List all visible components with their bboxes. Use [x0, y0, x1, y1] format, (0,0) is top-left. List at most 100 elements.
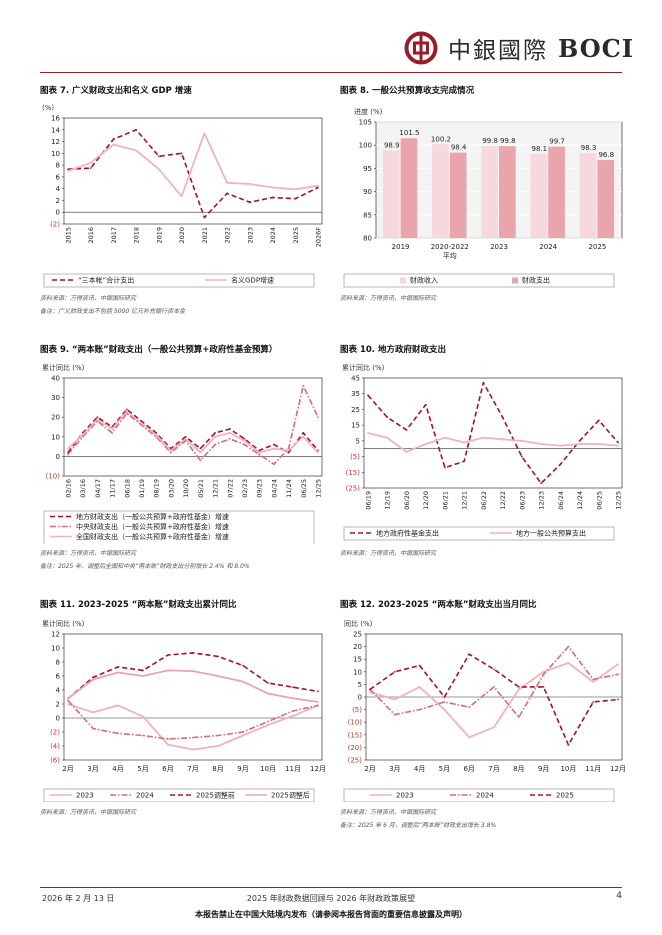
c8-legend-label: 财政支出: [522, 276, 550, 285]
c10-data-point: [463, 460, 466, 463]
c9-data-point: [67, 447, 69, 450]
c9-x-tick-label: 11/17: [109, 479, 117, 498]
c7-y-tick-label: 8: [56, 162, 60, 170]
c12-y-tick-label: 5: [358, 681, 362, 689]
c12-data-point: [567, 645, 570, 648]
c10-legend-label: 地方一般公共预算支出: [516, 529, 586, 538]
c9-data-point: [199, 451, 202, 454]
c10-data-point: [617, 441, 619, 444]
c11-data-point: [92, 727, 94, 730]
c7-data-point: [226, 181, 228, 184]
c10-y-tick-label: 5: [356, 437, 360, 445]
c9-x-tick-label: 06/25: [300, 479, 308, 498]
c10-data-point: [578, 443, 581, 445]
c7-y-tick-label: 14: [51, 126, 60, 134]
c11-data-point: [267, 720, 269, 723]
c9-data-point: [287, 451, 290, 454]
c11-data-point: [217, 745, 219, 747]
c8-legend-swatch: [400, 277, 406, 284]
c7-data-point: [89, 167, 92, 169]
c12-data-point: [393, 698, 396, 701]
c12-data-point: [493, 726, 495, 729]
c9-x-tick-label: 09/23: [256, 479, 264, 498]
c9-data-point: [155, 433, 158, 436]
c12-data-point: [617, 698, 619, 701]
c10-data-point: [559, 463, 562, 466]
c10-data-point: [367, 432, 369, 434]
c7-x-tick-label: 2021: [201, 227, 209, 244]
c11-data-point: [92, 711, 94, 714]
c9-unit-label: 累计同比 (%): [42, 363, 85, 372]
c9-x-tick-label: 04/24: [270, 479, 278, 498]
c8-y-tick-label: 95: [363, 165, 372, 173]
c10-x-tick-label: 06/19: [365, 491, 373, 510]
c10-series-line-1: [367, 432, 619, 453]
c7-data-point: [135, 149, 138, 152]
c11-data-point: [317, 690, 319, 693]
c7-x-tick-label: 2020: [178, 227, 186, 244]
c11-data-point: [192, 652, 194, 654]
c12-x-tick-label: 7月: [488, 765, 499, 773]
c12-x-tick-label: 6月: [463, 765, 474, 773]
c10-data-point: [367, 394, 369, 397]
c10-data-point: [501, 416, 504, 419]
c12-data-point: [369, 691, 371, 693]
c9-data-point: [302, 384, 305, 387]
c12-data-point: [542, 673, 545, 676]
c10-y-tick-label: (5): [350, 453, 360, 461]
c8-bar-1: [499, 146, 516, 238]
c10-x-tick-label: 06/22: [480, 491, 488, 510]
chart9-line-chart: 累计同比 (%) (10) 0 10 20 30 40 02/16 03/16 04/17 11/1…: [42, 363, 323, 544]
c9-x-tick-label: 01/19: [138, 479, 146, 498]
c10-data-point: [444, 436, 446, 439]
chart12-note: 备注：2025 年 6 月，调整后“两本账”财政支出增长 3.8%: [340, 822, 497, 829]
c11-data-point: [142, 675, 144, 677]
c7-data-point: [135, 128, 138, 131]
brand-header: 中銀國際 BOCI: [404, 30, 634, 66]
c9-data-point: [214, 443, 216, 446]
c7-unit-label: (%): [42, 104, 54, 112]
c9-data-point: [199, 459, 202, 462]
c11-x-tick-label: 8月: [212, 765, 223, 773]
c8-y-tick-label: 105: [359, 119, 372, 127]
c8-data-label: 100.2: [431, 135, 451, 143]
c9-legend-label: 全国财政支出（一般公共预算+政府性基金）增速: [76, 532, 229, 541]
c9-x-tick-label: 11/24: [285, 479, 293, 498]
c7-data-point: [158, 155, 160, 158]
header-divider: [40, 72, 622, 73]
c7-y-tick-label: 2: [56, 197, 60, 205]
c10-y-tick-label: (15): [346, 469, 361, 477]
c12-data-point: [567, 743, 570, 746]
c9-data-point: [170, 449, 172, 452]
c11-data-point: [292, 715, 294, 717]
c9-data-point: [184, 437, 187, 440]
c12-data-point: [542, 686, 545, 688]
c7-x-tick-label: 2019: [155, 227, 163, 244]
c8-y-tick-label: 80: [363, 235, 372, 243]
c11-data-point: [117, 666, 119, 668]
c10-x-tick-label: 12/23: [538, 491, 546, 510]
c12-y-tick-label: 10: [353, 668, 362, 676]
c9-data-point: [317, 416, 319, 419]
c12-x-tick-label: 8月: [513, 765, 524, 773]
c7-legend-label: “三本帐”合计支出: [78, 276, 134, 285]
c12-data-point: [418, 686, 421, 688]
c8-y-tick-label: 90: [363, 188, 372, 196]
c10-data-point: [501, 438, 504, 441]
c9-x-tick-label: 12/21: [212, 479, 220, 498]
c9-data-point: [199, 447, 202, 450]
c12-data-point: [443, 696, 446, 698]
chart7-source: 资料来源：万得资讯，中银国际研究: [40, 295, 137, 302]
c7-data-point: [67, 170, 69, 172]
c11-data-point: [217, 655, 219, 658]
c12-data-point: [393, 713, 396, 716]
c12-series-line-2: [369, 653, 619, 746]
chart10-line-chart: 累计同比 (%) (25) (15) (5) 5 15 25 35 45 06/19 12/19 06…: [342, 363, 623, 541]
c9-data-point: [125, 410, 128, 413]
c10-data-point: [540, 443, 542, 445]
c9-data-point: [302, 435, 305, 438]
c11-data-point: [192, 748, 194, 751]
c10-y-tick-label: 45: [351, 375, 360, 383]
c9-data-point: [184, 435, 187, 438]
c8-data-label: 99.8: [500, 137, 516, 145]
